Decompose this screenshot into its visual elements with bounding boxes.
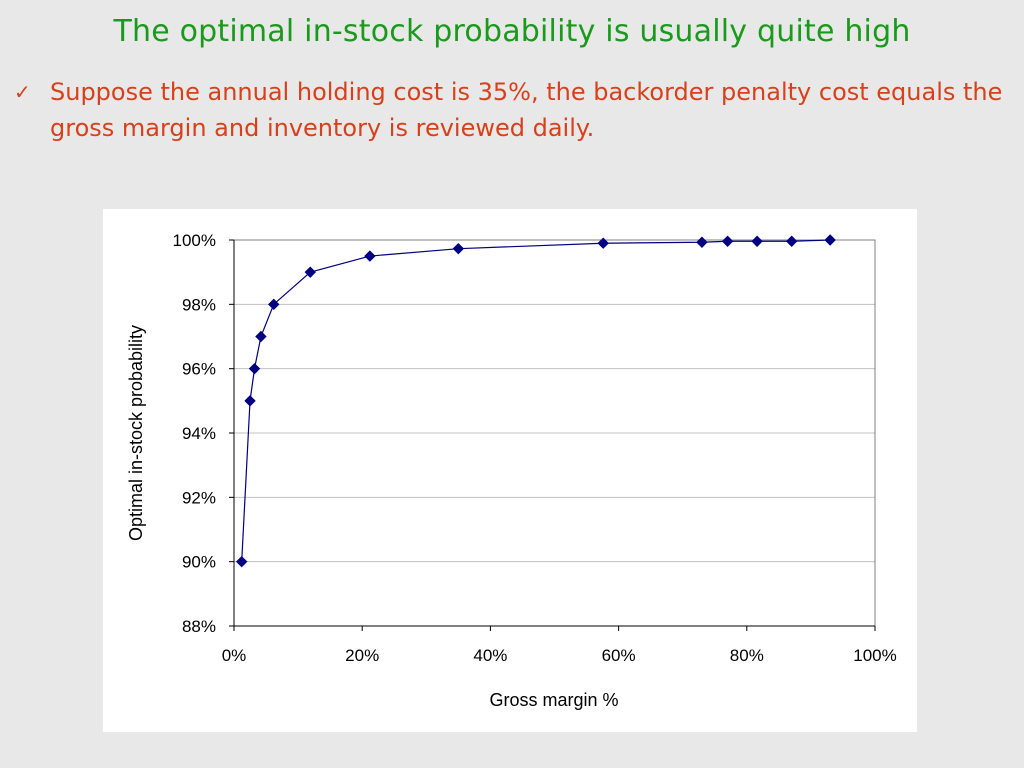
x-tick-label: 80%: [730, 646, 764, 665]
y-tick-label: 96%: [182, 360, 216, 379]
x-tick-label: 60%: [602, 646, 636, 665]
y-tick-label: 100%: [173, 231, 216, 250]
data-point-marker: [268, 298, 280, 311]
series-line: [241, 239, 831, 562]
y-tick-label: 94%: [182, 424, 216, 443]
y-tick-label: 88%: [182, 617, 216, 636]
data-point-marker: [244, 395, 256, 407]
slide-title: The optimal in-stock probability is usua…: [113, 14, 911, 49]
data-point-marker: [824, 234, 836, 246]
data-point-marker: [364, 250, 376, 262]
grid-lines: [234, 303, 875, 563]
bullet-text: Suppose the annual holding cost is 35%, …: [50, 78, 1003, 142]
data-point-marker: [696, 236, 708, 248]
data-point-marker: [721, 235, 734, 247]
data-point-marker: [785, 235, 798, 247]
x-tick-label: 20%: [345, 646, 379, 665]
axes: 88% 90% 92% 94% 96% 98% 100% 0% 20% 40% 60% 80% 100%: [173, 231, 897, 665]
x-tick-label: 100%: [853, 646, 896, 665]
series: [235, 234, 836, 568]
data-point-marker: [235, 555, 248, 568]
y-tick-label: 98%: [182, 295, 216, 314]
bullet-point: ✓ Suppose the annual holding cost is 35%…: [14, 74, 1004, 146]
data-point-marker: [255, 330, 267, 343]
chart: 88% 90% 92% 94% 96% 98% 100% 0% 20% 40% 60% 80% 100%…: [126, 231, 897, 710]
y-axis-label: Optimal in-stock probability: [126, 325, 146, 541]
y-tick-label: 90%: [182, 553, 216, 572]
data-point-marker: [751, 235, 763, 247]
data-point-marker: [597, 237, 609, 249]
x-tick-label: 40%: [473, 646, 507, 665]
data-point-marker: [452, 242, 465, 255]
data-point-marker: [304, 266, 316, 278]
chart-panel: 88% 90% 92% 94% 96% 98% 100% 0% 20% 40% 60% 80% 100%…: [103, 209, 917, 732]
check-mark-icon: ✓: [14, 80, 31, 104]
y-tick-label: 92%: [182, 488, 216, 507]
data-point-marker: [248, 362, 261, 375]
x-axis-label: Gross margin %: [489, 690, 618, 710]
x-tick-label: 0%: [222, 646, 247, 665]
